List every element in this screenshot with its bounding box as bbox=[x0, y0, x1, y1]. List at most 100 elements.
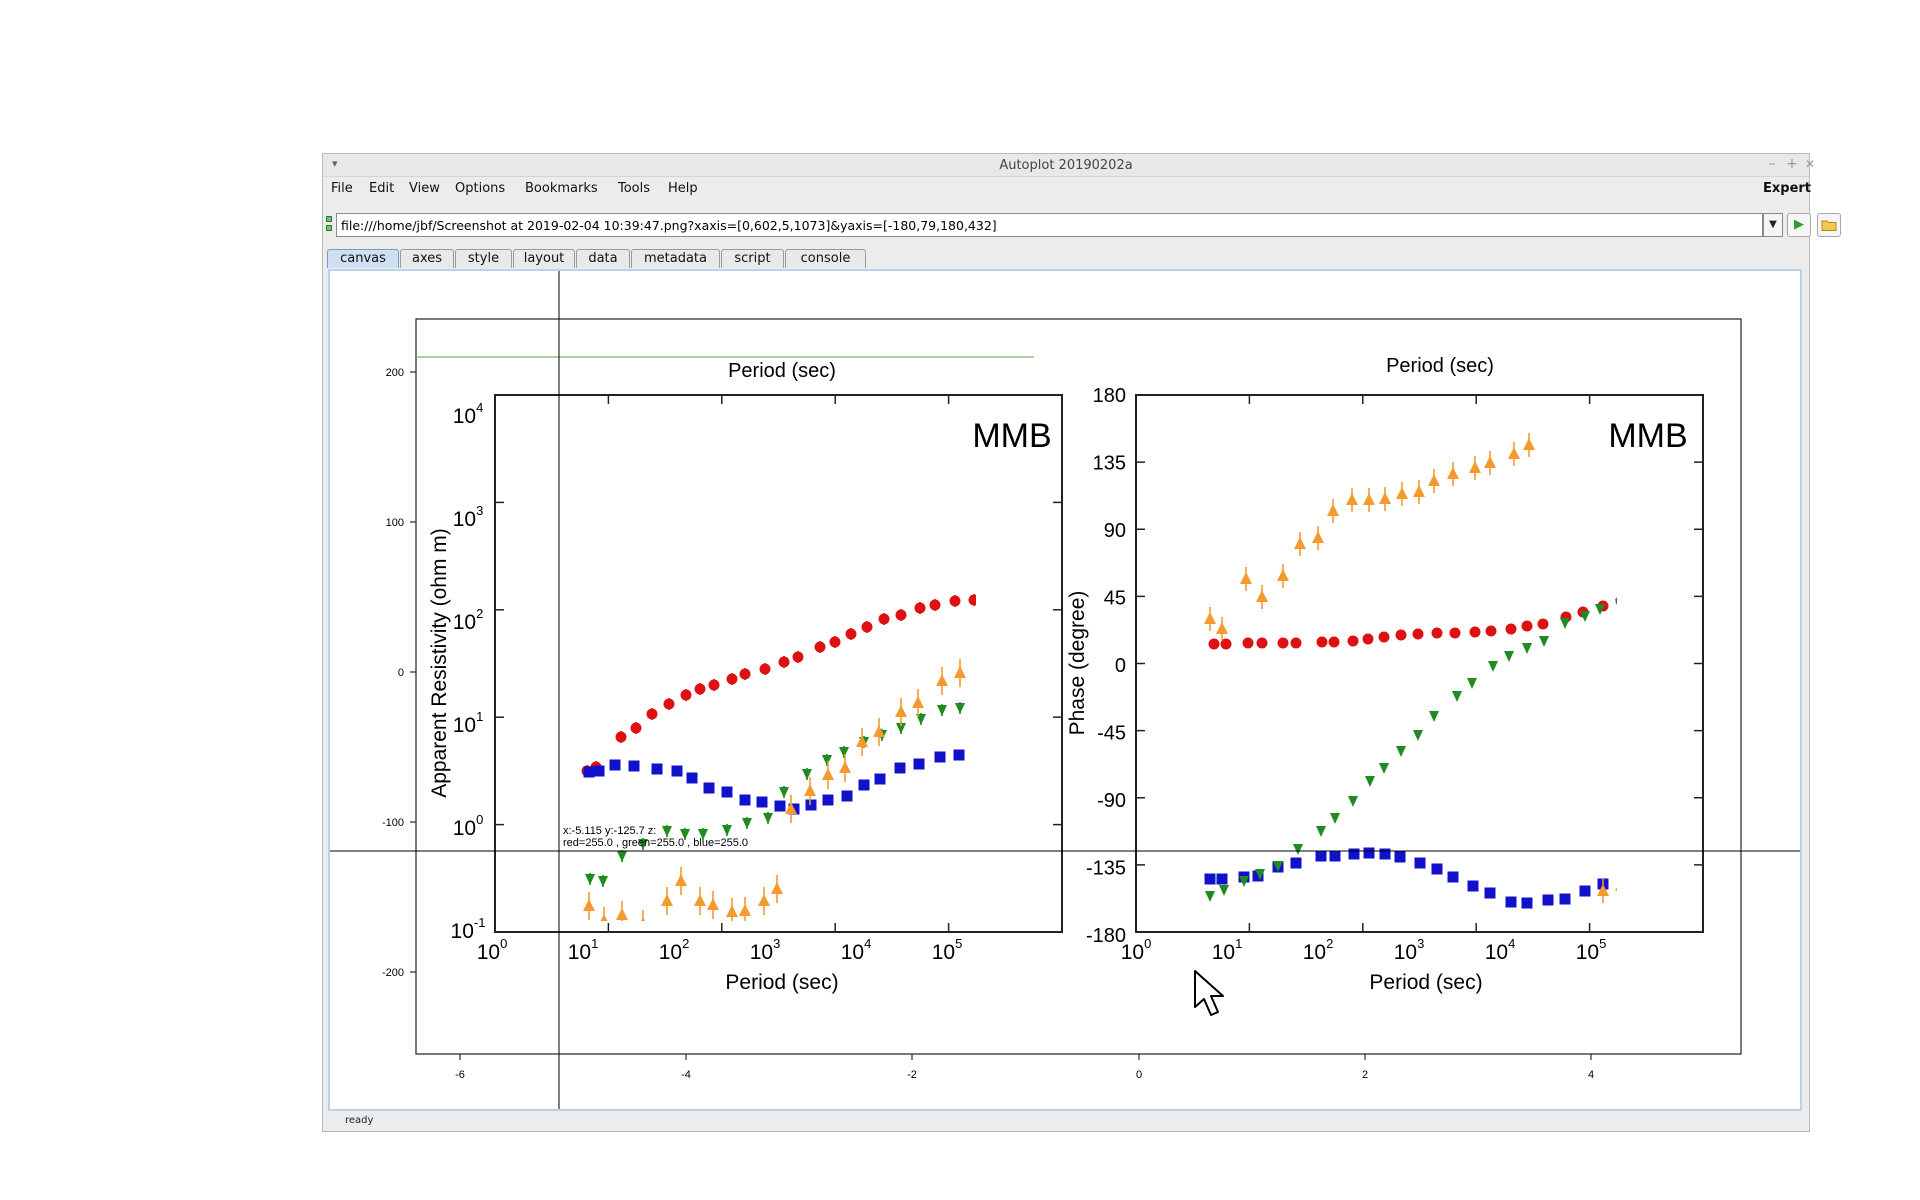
inverted-triangle-marker bbox=[822, 755, 832, 766]
left-y-tick-labels: 10-1 100 101 102 103 104 bbox=[451, 400, 486, 943]
tab-console[interactable]: console bbox=[785, 249, 866, 268]
circle-marker bbox=[680, 689, 692, 701]
square-marker bbox=[953, 749, 965, 761]
chevron-down-icon[interactable]: ▼ bbox=[1763, 213, 1783, 237]
inverted-triangle-marker bbox=[1504, 651, 1514, 662]
square-marker bbox=[822, 794, 834, 806]
tick-label: 101 bbox=[1212, 936, 1243, 964]
minimize-icon[interactable]: – bbox=[1768, 156, 1776, 172]
title-bar[interactable]: ▾ Autoplot 20190202a – + ✕ bbox=[323, 154, 1815, 177]
circle-marker bbox=[1316, 636, 1328, 648]
right-y-label: Phase (degree) bbox=[1066, 591, 1089, 736]
left-plot-frame bbox=[494, 394, 1063, 933]
menu-help[interactable]: Help bbox=[668, 181, 698, 196]
right-y-tick-labels: 180 135 90 45 0 -45 -90 -135 -180 bbox=[1086, 385, 1126, 947]
expert-mode-button[interactable]: Expert bbox=[1763, 181, 1812, 196]
menu-view[interactable]: View bbox=[409, 181, 440, 196]
menu-bookmarks[interactable]: Bookmarks bbox=[525, 181, 598, 196]
x-tick-label: -2 bbox=[907, 1069, 917, 1081]
menu-file[interactable]: File bbox=[331, 181, 353, 196]
maximize-icon[interactable]: + bbox=[1786, 156, 1798, 172]
circle-marker bbox=[1290, 637, 1302, 649]
circle-marker bbox=[1378, 631, 1390, 643]
right-x-label: Period (sec) bbox=[1369, 971, 1482, 994]
inverted-triangle-marker bbox=[1615, 599, 1617, 604]
data-uri-input[interactable] bbox=[336, 213, 1763, 237]
tab-metadata[interactable]: metadata bbox=[631, 249, 720, 268]
circle-marker bbox=[1412, 628, 1424, 640]
triangle-marker bbox=[822, 768, 834, 780]
tick-label: 0 bbox=[1115, 655, 1126, 677]
inverted-triangle-marker bbox=[585, 874, 595, 885]
circle-marker bbox=[1537, 618, 1549, 630]
inverted-triangle-marker bbox=[638, 839, 648, 850]
triangle-marker bbox=[583, 899, 595, 911]
tab-canvas[interactable]: canvas bbox=[327, 249, 399, 268]
square-marker bbox=[858, 779, 870, 791]
triangle-marker bbox=[1312, 531, 1324, 543]
triangle-marker bbox=[856, 735, 868, 747]
readout-line-1: x:-5.115 y:-125.7 z: bbox=[563, 825, 656, 837]
circle-marker bbox=[1395, 629, 1407, 641]
triangle-marker bbox=[661, 894, 673, 906]
play-icon[interactable]: ▶ bbox=[1787, 213, 1811, 237]
triangle-marker bbox=[1327, 504, 1339, 516]
window-menu-icon[interactable]: ▾ bbox=[332, 157, 338, 170]
square-marker bbox=[1579, 885, 1591, 897]
circle-marker bbox=[759, 663, 771, 675]
plot-canvas[interactable]: 200 100 0 -100 -200 -6 -4 -2 0 2 4 Perio… bbox=[328, 269, 1802, 1111]
menu-tools[interactable]: Tools bbox=[618, 181, 651, 196]
triangle-marker bbox=[954, 666, 966, 678]
square-marker bbox=[721, 786, 733, 798]
status-text: ready bbox=[345, 1115, 374, 1126]
inverted-triangle-marker bbox=[722, 825, 732, 836]
tick-label: 100 bbox=[1121, 936, 1152, 964]
square-marker bbox=[1394, 851, 1406, 863]
inverted-triangle-marker bbox=[839, 747, 849, 758]
tick-label: 102 bbox=[659, 936, 690, 964]
left-panel: Period (sec) MMB Period (sec) Apparent R… bbox=[428, 360, 1063, 994]
tab-layout[interactable]: layout bbox=[513, 249, 575, 268]
tick-label: 10-1 bbox=[451, 915, 486, 943]
square-marker bbox=[894, 762, 906, 774]
left-top-label: Period (sec) bbox=[728, 360, 836, 382]
square-marker bbox=[628, 760, 640, 772]
tab-axes[interactable]: axes bbox=[400, 249, 454, 268]
square-marker bbox=[593, 765, 605, 777]
triangle-marker bbox=[1447, 467, 1459, 479]
triangle-marker bbox=[785, 802, 797, 814]
circle-marker bbox=[949, 595, 961, 607]
triangle-marker bbox=[839, 761, 851, 773]
triangle-marker bbox=[1256, 590, 1268, 602]
circle-marker bbox=[1242, 637, 1254, 649]
close-icon[interactable]: ✕ bbox=[1804, 157, 1816, 171]
inverted-triangle-marker bbox=[802, 769, 812, 780]
triangle-marker bbox=[873, 725, 885, 737]
circle-marker bbox=[829, 636, 841, 648]
inverted-triangle-marker bbox=[1330, 813, 1340, 824]
right-data-markers bbox=[1204, 433, 1617, 909]
circle-marker bbox=[630, 722, 642, 734]
square-marker bbox=[1315, 850, 1327, 862]
square-marker bbox=[1484, 887, 1496, 899]
menu-edit[interactable]: Edit bbox=[369, 181, 395, 196]
menu-options[interactable]: Options bbox=[455, 181, 506, 196]
triangle-marker bbox=[895, 705, 907, 717]
inverted-triangle-marker bbox=[779, 787, 789, 798]
tick-label: 90 bbox=[1104, 520, 1126, 542]
x-tick-label: -6 bbox=[455, 1069, 465, 1081]
folder-icon[interactable] bbox=[1817, 213, 1841, 237]
tab-style[interactable]: style bbox=[455, 249, 512, 268]
square-marker bbox=[609, 759, 621, 771]
circle-marker bbox=[1449, 627, 1461, 639]
square-marker bbox=[686, 772, 698, 784]
tab-script[interactable]: script bbox=[721, 249, 784, 268]
triangle-marker bbox=[675, 874, 687, 886]
square-marker bbox=[1216, 873, 1228, 885]
tab-data[interactable]: data bbox=[576, 249, 630, 268]
circle-marker bbox=[1328, 636, 1340, 648]
triangle-marker bbox=[739, 904, 751, 916]
triangle-marker bbox=[1615, 887, 1617, 891]
triangle-marker bbox=[707, 898, 719, 910]
square-marker bbox=[1542, 894, 1554, 906]
